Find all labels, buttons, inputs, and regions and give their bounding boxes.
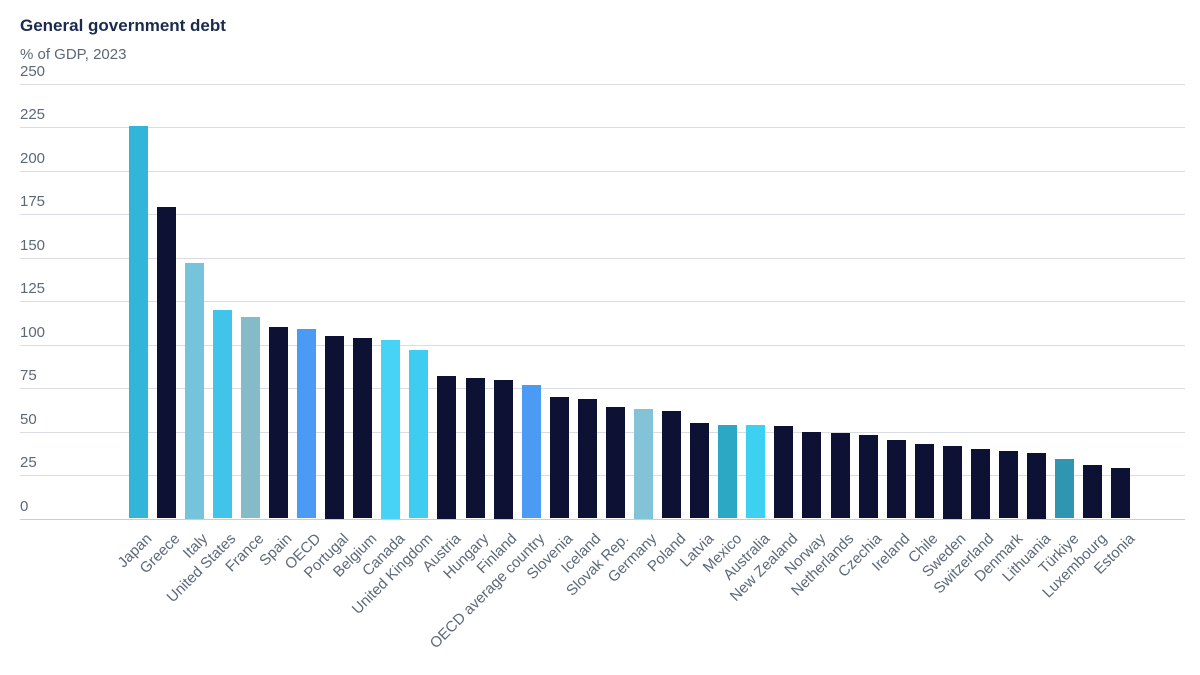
- bar-belgium: [353, 337, 373, 519]
- bar-luxembourg: [1083, 464, 1103, 519]
- y-axis-tick-225: 225: [20, 106, 46, 124]
- gridline-75: [20, 388, 1185, 390]
- bar-slovenia: [549, 396, 569, 519]
- bar-ireland: [886, 440, 906, 519]
- bar-estonia: [1111, 468, 1131, 519]
- y-axis-tick-150: 150: [20, 236, 46, 254]
- gridline-50: [20, 431, 1185, 433]
- bar-czechia: [858, 435, 878, 519]
- bar-iceland: [577, 398, 597, 519]
- y-axis-tick-100: 100: [20, 323, 46, 341]
- bar-t-rkiye: [1055, 459, 1075, 519]
- bar-germany: [633, 409, 653, 519]
- y-axis-tick-25: 25: [20, 454, 37, 472]
- bar-lithuania: [1027, 452, 1047, 519]
- bar-slovak-rep: [605, 407, 625, 519]
- gridline-250: [20, 84, 1185, 85]
- bar-spain: [268, 327, 288, 519]
- gridline-225: [20, 127, 1185, 129]
- y-axis-tick-200: 200: [20, 149, 46, 167]
- gridline-150: [20, 257, 1185, 259]
- bar-australia: [746, 424, 766, 519]
- bar-austria: [437, 376, 457, 519]
- gridline-200: [20, 170, 1185, 172]
- bar-latvia: [690, 422, 710, 519]
- bar-oecd: [297, 329, 316, 519]
- bar-greece: [156, 207, 176, 519]
- bar-new-zealand: [774, 426, 794, 519]
- bar-japan: [128, 125, 148, 519]
- bar-sweden: [942, 445, 962, 519]
- bar-chile: [914, 443, 934, 519]
- bar-denmark: [999, 450, 1018, 519]
- gridline-100: [20, 344, 1185, 346]
- y-axis-tick-50: 50: [20, 410, 37, 428]
- bar-france: [240, 316, 260, 519]
- gridline-25: [20, 475, 1185, 477]
- bar-canada: [381, 339, 401, 519]
- y-axis-tick-250: 250: [20, 63, 46, 80]
- bar-switzerland: [970, 449, 990, 519]
- gridline-125: [20, 301, 1185, 303]
- bar-oecd-average-country: [521, 384, 541, 519]
- y-axis-tick-175: 175: [20, 193, 46, 211]
- bar-norway: [802, 431, 822, 519]
- bar-united-kingdom: [409, 349, 429, 519]
- bar-portugal: [325, 336, 345, 519]
- gridline-175: [20, 214, 1185, 216]
- chart-subtitle: % of GDP, 2023: [20, 46, 127, 63]
- chart-title: General government debt: [20, 16, 226, 35]
- gridline-0: [20, 518, 1185, 520]
- y-axis-tick-0: 0: [20, 497, 29, 515]
- bar-hungary: [465, 377, 485, 519]
- y-axis-tick-75: 75: [20, 367, 37, 385]
- bar-netherlands: [830, 433, 850, 519]
- y-axis-tick-125: 125: [20, 280, 46, 298]
- bar-finland: [493, 379, 513, 519]
- bar-united-states: [212, 309, 232, 519]
- bar-italy: [184, 263, 204, 519]
- bar-poland: [662, 410, 681, 519]
- bar-mexico: [718, 424, 738, 519]
